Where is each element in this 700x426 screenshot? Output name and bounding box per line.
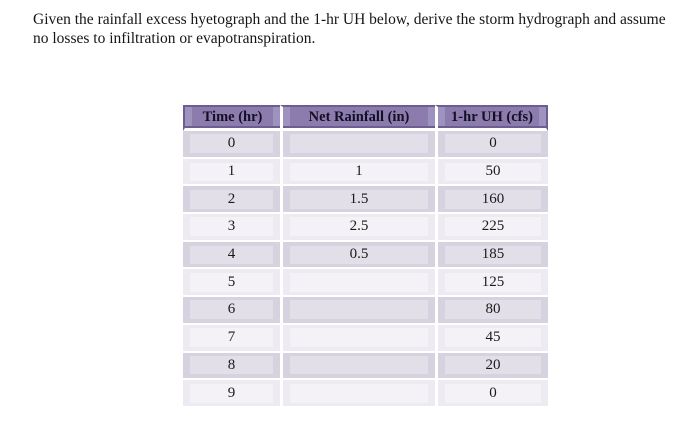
cell-time: 8 — [183, 352, 280, 381]
cell-net-rainfall: 1 — [280, 158, 435, 187]
cell-time: 3 — [183, 214, 280, 242]
table-row: 8 20 — [183, 352, 548, 381]
cell-time: 7 — [183, 324, 280, 353]
cell-net-rainfall — [280, 352, 435, 381]
cell-time: 2 — [183, 186, 280, 215]
table-row: 3 2.5 225 — [183, 214, 548, 242]
cell-net-rainfall: 1.5 — [280, 186, 435, 215]
cell-net-rainfall: 2.5 — [280, 214, 435, 242]
cell-time: 4 — [183, 241, 280, 270]
cell-1hr-uh: 20 — [435, 352, 548, 381]
cell-1hr-uh: 0 — [435, 131, 548, 159]
header-row: Time (hr) Net Rainfall (in) 1-hr UH (cfs… — [183, 105, 548, 131]
cell-net-rainfall: 0.5 — [280, 241, 435, 270]
table-row: 2 1.5 160 — [183, 186, 548, 215]
cell-1hr-uh: 0 — [435, 380, 548, 408]
cell-time: 0 — [183, 131, 280, 159]
unit-hydrograph-table: Time (hr) Net Rainfall (in) 1-hr UH (cfs… — [183, 105, 548, 408]
table-row: 5 125 — [183, 269, 548, 298]
problem-statement: Given the rainfall excess hyetograph and… — [33, 11, 693, 48]
table-row: 4 0.5 185 — [183, 241, 548, 270]
cell-net-rainfall — [280, 324, 435, 353]
cell-1hr-uh: 45 — [435, 324, 548, 353]
cell-time: 9 — [183, 380, 280, 408]
cell-1hr-uh: 50 — [435, 158, 548, 187]
cell-time: 5 — [183, 269, 280, 298]
cell-net-rainfall — [280, 269, 435, 298]
cell-net-rainfall — [280, 380, 435, 408]
problem-statement-line-2: no losses to infiltration or evapotransp… — [33, 29, 316, 47]
cell-1hr-uh: 125 — [435, 269, 548, 298]
table-body: 0 0 1 1 50 2 1.5 160 3 2.5 225 4 0.5 185… — [183, 131, 548, 408]
cell-1hr-uh: 225 — [435, 214, 548, 242]
cell-1hr-uh: 80 — [435, 297, 548, 325]
table-header: Time (hr) Net Rainfall (in) 1-hr UH (cfs… — [183, 105, 548, 131]
col-header-1hr-uh: 1-hr UH (cfs) — [435, 105, 548, 131]
cell-net-rainfall — [280, 297, 435, 325]
col-header-net-rainfall: Net Rainfall (in) — [280, 105, 435, 131]
table-row: 6 80 — [183, 297, 548, 325]
table-row: 7 45 — [183, 324, 548, 353]
table-row: 1 1 50 — [183, 158, 548, 187]
cell-time: 6 — [183, 297, 280, 325]
cell-1hr-uh: 185 — [435, 241, 548, 270]
cell-1hr-uh: 160 — [435, 186, 548, 215]
col-header-time: Time (hr) — [183, 105, 280, 131]
problem-statement-line-1: Given the rainfall excess hyetograph and… — [33, 11, 666, 28]
table-row: 0 0 — [183, 131, 548, 159]
table-row: 9 0 — [183, 380, 548, 408]
cell-time: 1 — [183, 158, 280, 187]
cell-net-rainfall — [280, 131, 435, 159]
